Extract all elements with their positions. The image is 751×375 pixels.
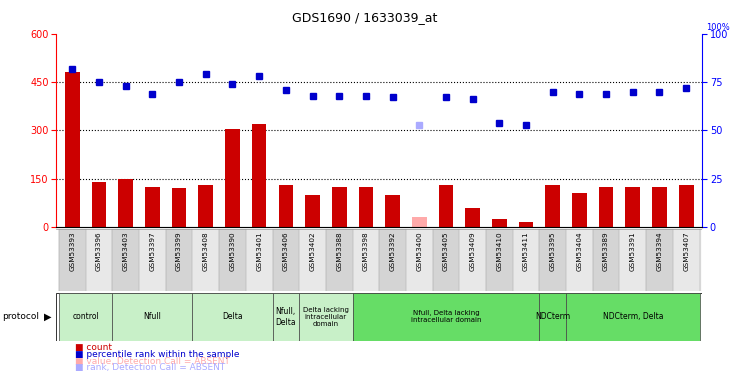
- Bar: [486, 229, 513, 291]
- Text: GSM53388: GSM53388: [336, 232, 342, 272]
- Text: GDS1690 / 1633039_at: GDS1690 / 1633039_at: [291, 11, 437, 24]
- Bar: [379, 229, 406, 291]
- Bar: [192, 229, 219, 291]
- Bar: [279, 185, 293, 227]
- Text: GSM53405: GSM53405: [443, 232, 449, 272]
- Bar: [246, 229, 273, 291]
- Bar: [219, 229, 246, 291]
- Text: GSM53392: GSM53392: [390, 232, 396, 272]
- Text: ■ rank, Detection Call = ABSENT: ■ rank, Detection Call = ABSENT: [75, 363, 225, 372]
- Bar: [593, 229, 620, 291]
- Text: 100%: 100%: [706, 23, 730, 32]
- Bar: [385, 195, 400, 227]
- Text: GSM53406: GSM53406: [283, 232, 289, 272]
- Text: GSM53403: GSM53403: [122, 232, 128, 272]
- Text: Nfull,
Delta: Nfull, Delta: [276, 307, 296, 327]
- Bar: [119, 178, 133, 227]
- Text: GSM53391: GSM53391: [630, 232, 636, 272]
- Text: ■ value, Detection Call = ABSENT: ■ value, Detection Call = ABSENT: [75, 357, 230, 366]
- Text: control: control: [72, 312, 99, 321]
- Text: GSM53396: GSM53396: [96, 232, 102, 272]
- Text: GSM53390: GSM53390: [230, 232, 236, 272]
- Text: GSM53399: GSM53399: [176, 232, 182, 272]
- Bar: [273, 292, 299, 341]
- Text: ▶: ▶: [44, 312, 51, 322]
- Text: protocol: protocol: [2, 312, 39, 321]
- Bar: [166, 229, 192, 291]
- Bar: [92, 182, 107, 227]
- Bar: [139, 229, 166, 291]
- Bar: [620, 229, 646, 291]
- Bar: [59, 292, 113, 341]
- Bar: [352, 229, 379, 291]
- Text: ■ count: ■ count: [75, 343, 112, 352]
- Bar: [192, 292, 273, 341]
- Bar: [545, 185, 560, 227]
- Bar: [273, 229, 299, 291]
- Text: GSM53404: GSM53404: [577, 232, 583, 272]
- Bar: [492, 219, 507, 227]
- Text: GSM53394: GSM53394: [656, 232, 662, 272]
- Bar: [539, 229, 566, 291]
- Bar: [566, 229, 593, 291]
- Text: GSM53389: GSM53389: [603, 232, 609, 272]
- Bar: [305, 195, 320, 227]
- Text: Delta: Delta: [222, 312, 243, 321]
- Bar: [466, 208, 480, 227]
- Text: GSM53393: GSM53393: [69, 232, 75, 272]
- Text: GSM53408: GSM53408: [203, 232, 209, 272]
- Text: GSM53411: GSM53411: [523, 232, 529, 272]
- Bar: [65, 72, 80, 227]
- Text: GSM53397: GSM53397: [149, 232, 155, 272]
- Bar: [352, 292, 539, 341]
- Bar: [113, 292, 192, 341]
- Bar: [412, 217, 427, 227]
- Text: Nfull, Delta lacking
intracellular domain: Nfull, Delta lacking intracellular domai…: [411, 310, 481, 323]
- Text: ■ percentile rank within the sample: ■ percentile rank within the sample: [75, 350, 240, 359]
- Bar: [86, 229, 113, 291]
- Bar: [679, 185, 693, 227]
- Bar: [539, 292, 566, 341]
- Bar: [332, 187, 346, 227]
- Text: GSM53402: GSM53402: [309, 232, 315, 272]
- Text: GSM53395: GSM53395: [550, 232, 556, 272]
- Bar: [433, 229, 460, 291]
- Text: NDCterm: NDCterm: [535, 312, 570, 321]
- Bar: [566, 292, 699, 341]
- Bar: [299, 229, 326, 291]
- Bar: [519, 222, 533, 227]
- Bar: [626, 187, 640, 227]
- Bar: [252, 124, 267, 227]
- Bar: [113, 229, 139, 291]
- Bar: [673, 229, 699, 291]
- Bar: [198, 185, 213, 227]
- Bar: [646, 229, 673, 291]
- Bar: [652, 187, 667, 227]
- Bar: [326, 229, 352, 291]
- Bar: [513, 229, 539, 291]
- Text: GSM53410: GSM53410: [496, 232, 502, 272]
- Bar: [572, 193, 587, 227]
- Text: GSM53398: GSM53398: [363, 232, 369, 272]
- Bar: [172, 188, 186, 227]
- Text: GSM53409: GSM53409: [469, 232, 475, 272]
- Bar: [225, 129, 240, 227]
- Text: Delta lacking
intracellular
domain: Delta lacking intracellular domain: [303, 307, 348, 327]
- Bar: [460, 229, 486, 291]
- Text: GSM53401: GSM53401: [256, 232, 262, 272]
- Bar: [299, 292, 352, 341]
- Bar: [439, 185, 454, 227]
- Text: GSM53400: GSM53400: [416, 232, 422, 272]
- Bar: [59, 229, 86, 291]
- Bar: [406, 229, 433, 291]
- Bar: [599, 187, 614, 227]
- Bar: [145, 187, 160, 227]
- Text: GSM53407: GSM53407: [683, 232, 689, 272]
- Text: Nfull: Nfull: [143, 312, 161, 321]
- Bar: [358, 187, 373, 227]
- Text: NDCterm, Delta: NDCterm, Delta: [602, 312, 663, 321]
